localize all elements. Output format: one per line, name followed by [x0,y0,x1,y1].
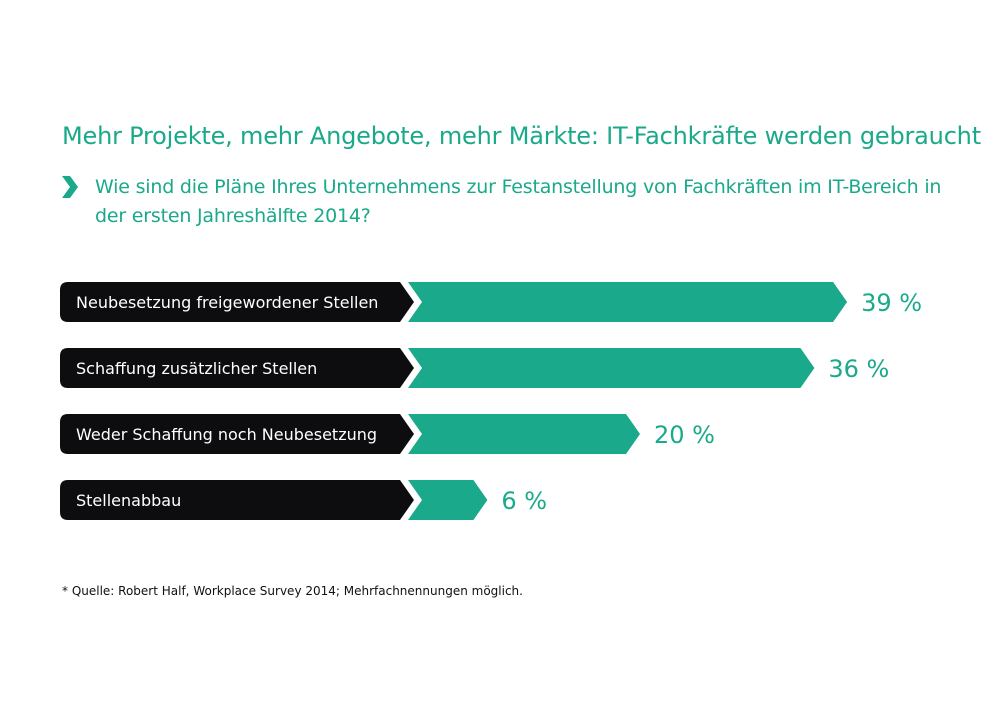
bar [408,414,640,454]
category-label-box [60,480,414,520]
source-footnote: * Quelle: Robert Half, Workplace Survey … [62,584,523,598]
category-label: Stellenabbau [76,491,181,510]
bar-chart: Neubesetzung freigewordener Stellen 39 % S… [60,282,922,520]
bar [408,348,815,388]
category-label: Schaffung zusätzlicher Stellen [76,359,317,378]
category-label: Weder Schaffung noch Neubesetzung [76,425,377,444]
value-label: 6 % [501,487,547,515]
value-label: 39 % [861,289,922,317]
bar [408,480,488,520]
chart-subtitle: Wie sind die Pläne Ihres Unternehmens zu… [95,176,942,227]
category-label-box [60,414,414,454]
chart-title: Mehr Projekte, mehr Angebote, mehr Märkt… [62,122,981,150]
value-label: 20 % [654,421,715,449]
category-label-box [60,282,414,322]
category-label-box [60,348,414,388]
chevron-right-icon [62,176,78,198]
value-label: 36 % [828,355,889,383]
category-label: Neubesetzung freigewordener Stellen [76,293,378,312]
bar [408,282,848,322]
